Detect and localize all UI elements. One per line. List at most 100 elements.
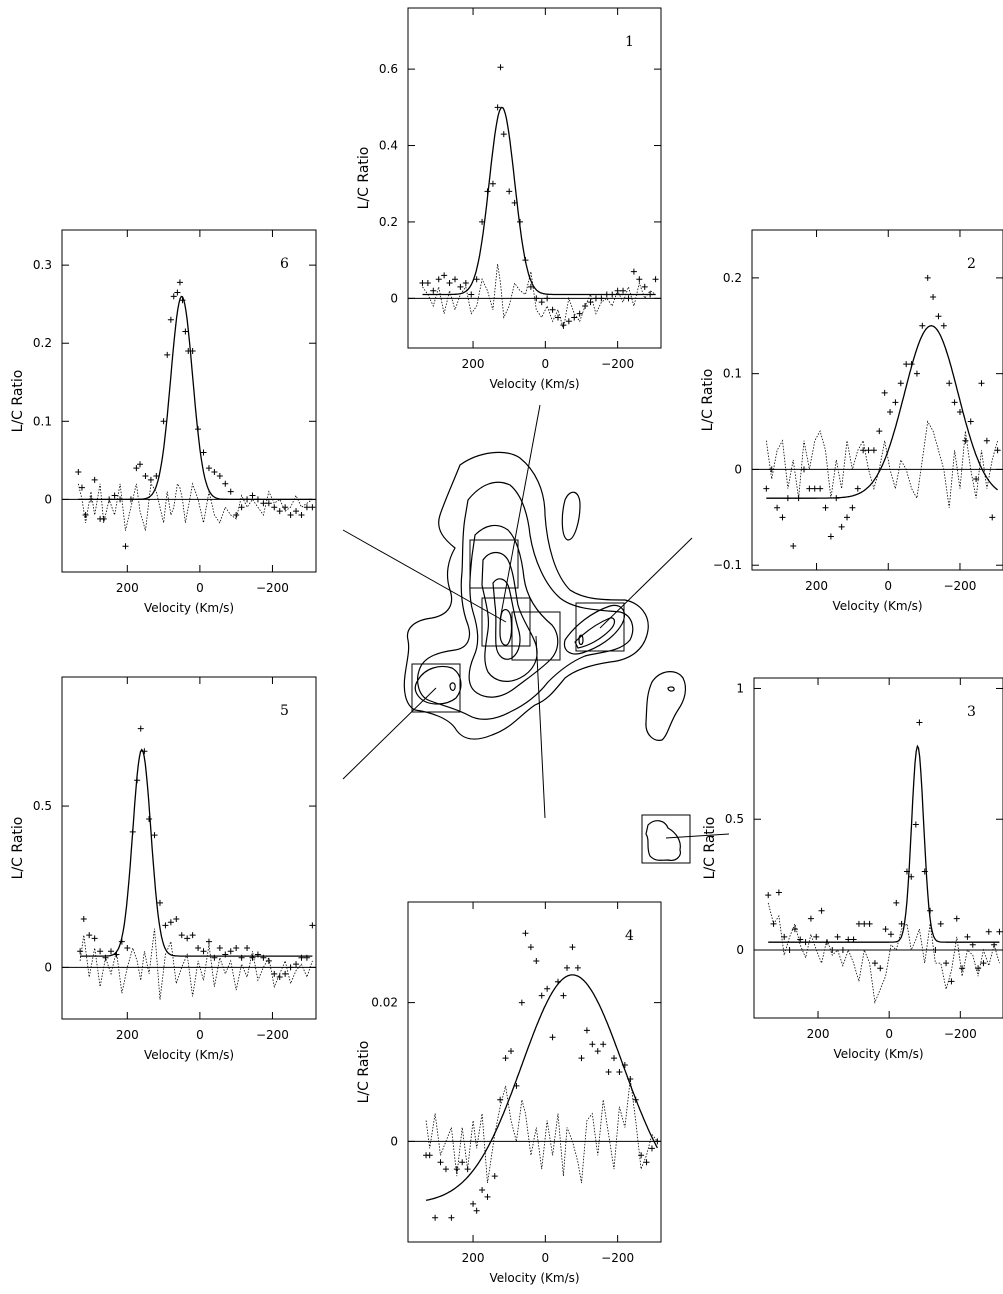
data-point-marker [951, 399, 958, 406]
data-point-marker [141, 748, 148, 755]
data-point-marker [574, 964, 581, 971]
data-point-marker [484, 1193, 491, 1200]
x-tick-label: −200 [944, 1027, 977, 1041]
data-point-marker [227, 948, 234, 955]
data-point-marker [491, 1173, 498, 1180]
gaussian-fit-line [768, 744, 1000, 943]
data-point-marker [937, 920, 944, 927]
data-point-marker [276, 974, 283, 981]
data-point-marker [522, 930, 529, 937]
x-axis-label: Velocity (Km/s) [489, 377, 579, 391]
data-point-marker [133, 465, 140, 472]
region-box-6 [481, 597, 531, 647]
residual-line [77, 482, 313, 531]
y-tick-label: 0.2 [723, 271, 742, 285]
data-point-marker [156, 899, 163, 906]
data-point-marker [462, 280, 469, 287]
data-point-marker [527, 944, 534, 951]
data-point-marker [565, 318, 572, 325]
data-point-marker [898, 920, 905, 927]
data-point-marker [850, 936, 857, 943]
data-point-marker [451, 276, 458, 283]
data-point-marker [627, 1075, 634, 1082]
data-point-marker [913, 370, 920, 377]
data-point-marker [517, 218, 524, 225]
data-point-marker [473, 276, 480, 283]
data-point-marker [795, 495, 802, 502]
y-axis-label: L/C Ratio [10, 817, 26, 880]
data-point-marker [887, 408, 894, 415]
data-point-marker [419, 280, 426, 287]
data-point-marker [200, 948, 207, 955]
data-point-marker [609, 291, 616, 298]
data-point-marker [564, 964, 571, 971]
data-point-marker [817, 485, 824, 492]
data-point-marker [464, 1166, 471, 1173]
data-point-marker [844, 514, 851, 521]
data-point-marker [205, 465, 212, 472]
gaussian-fit-line [80, 748, 313, 957]
x-tick-label: 0 [196, 1028, 204, 1042]
data-point-marker [598, 295, 605, 302]
data-point-marker [173, 915, 180, 922]
y-tick-label: 0.1 [723, 367, 742, 381]
data-point-marker [260, 500, 267, 507]
data-point-marker [621, 1062, 628, 1069]
region-box-5 [411, 663, 461, 713]
data-point-marker [508, 1048, 515, 1055]
data-point-marker [643, 1159, 650, 1166]
gaussian-fit-line [766, 325, 999, 499]
data-point-marker [975, 965, 982, 972]
y-tick-label: 0 [390, 291, 398, 305]
data-point-marker [791, 926, 798, 933]
data-point-marker [303, 954, 310, 961]
x-tick-label: 200 [462, 357, 485, 371]
data-point-marker [946, 380, 953, 387]
data-point-marker [153, 472, 160, 479]
x-axis-label: Velocity (Km/s) [144, 601, 234, 615]
data-point-marker [924, 274, 931, 281]
data-point-marker [195, 426, 202, 433]
spectrum-panel-3: 200 0 −200 0 0.5 1 Velocity (Km/s) L/C Ratio 3 [702, 677, 1003, 1061]
data-point-marker [446, 280, 453, 287]
data-point-marker [877, 965, 884, 972]
data-point-marker [442, 1166, 449, 1173]
y-axis-label: L/C Ratio [356, 147, 372, 210]
data-point-marker [636, 276, 643, 283]
region-box-2 [575, 602, 625, 652]
gaussian-fit-line [78, 295, 313, 501]
data-point-marker [927, 907, 934, 914]
data-point-marker [605, 1069, 612, 1075]
data-point-marker [147, 476, 154, 483]
data-point-marker [582, 302, 589, 309]
x-tick-label: −200 [601, 357, 634, 371]
data-point-marker [184, 935, 191, 942]
data-point-marker [611, 1055, 618, 1062]
residual-line [79, 928, 313, 1000]
data-point-marker [838, 523, 845, 530]
data-point-marker [775, 889, 782, 896]
data-point-marker [916, 719, 923, 726]
data-point-marker [118, 938, 125, 945]
data-point-marker [834, 933, 841, 940]
data-point-marker [870, 447, 877, 454]
data-point-marker [167, 919, 174, 926]
data-point-marker [932, 947, 939, 953]
data-point-marker [538, 299, 545, 306]
x-tick-label: 200 [116, 1028, 139, 1042]
data-point-marker [594, 1048, 601, 1055]
region-box-1 [469, 539, 519, 589]
data-point-marker [497, 64, 504, 71]
data-point-marker [298, 954, 305, 961]
data-point-marker [549, 1034, 556, 1041]
data-point-marker [195, 945, 202, 952]
residual-line [765, 420, 998, 508]
data-point-marker [137, 725, 144, 732]
spectrum-panel-6: 200 0 −200 0 0.1 0.2 0.3 Velocity (Km/s) L/C Rat… [10, 229, 317, 615]
data-point-marker [985, 928, 992, 935]
x-tick-label: 200 [805, 579, 828, 593]
data-point-marker [282, 970, 289, 977]
axis-ticks [752, 230, 1003, 570]
data-point-marker [309, 922, 316, 929]
